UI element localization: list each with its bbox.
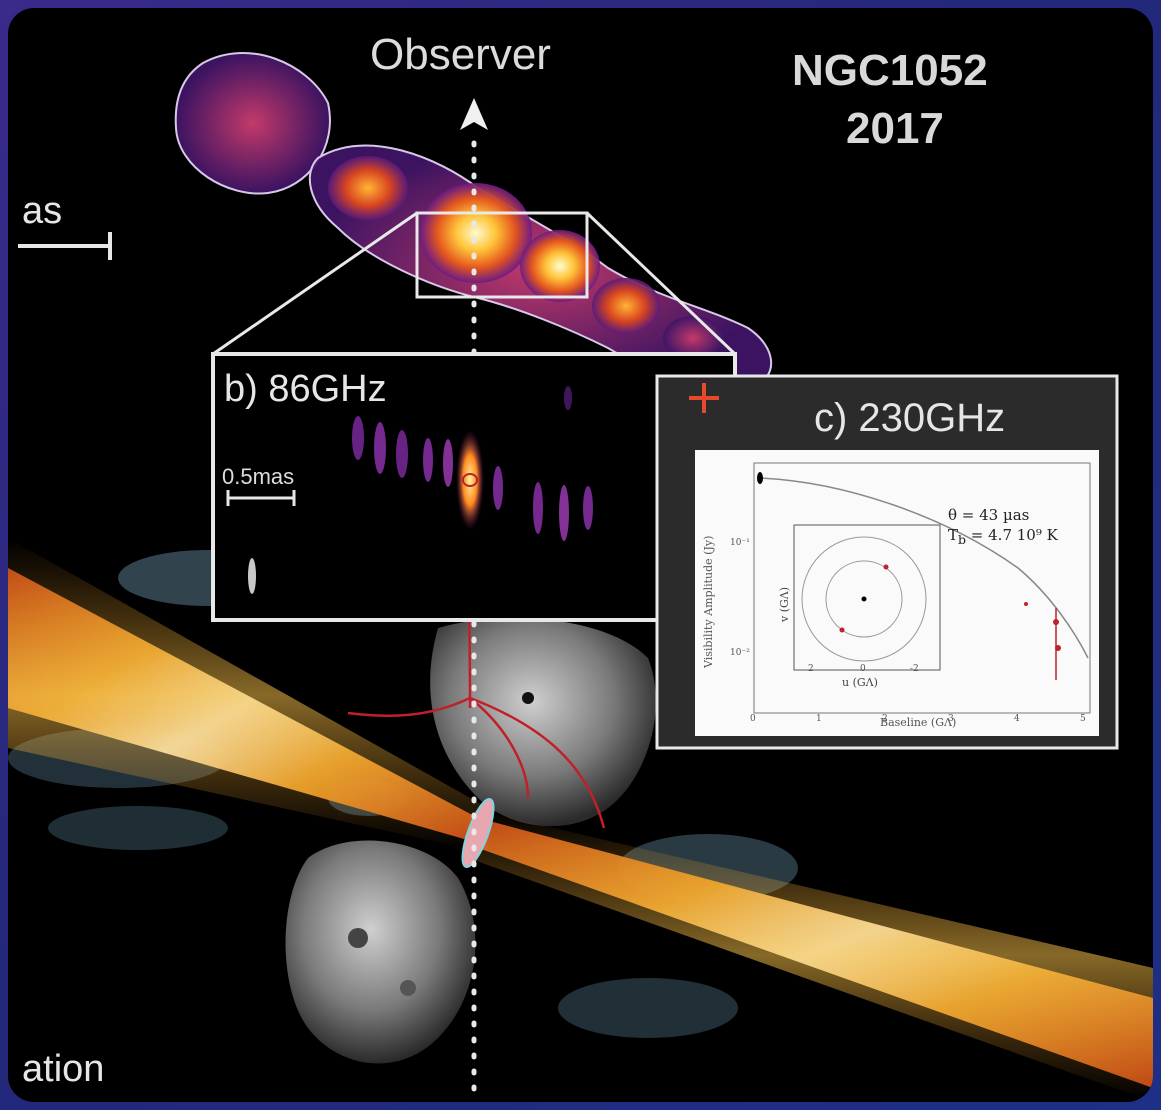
plot-y-axis-label: Visibility Amplitude (Jy) [702,535,715,668]
x-tick-label: 1 [816,714,822,724]
title-source: NGC1052 [792,46,988,95]
title-year: 2017 [846,104,944,153]
panel-c-title: c) 230GHz [814,396,1006,440]
observer-arrow-icon [460,98,488,130]
visibility-model-curve [759,477,1089,659]
panel-b-title: b) 86GHz [224,368,387,410]
y-tick-label: 10⁻² [730,648,750,658]
inset-x-tick-label: 0 [860,664,866,674]
beam-ellipse [248,558,256,594]
uv-inset [793,524,941,671]
tb-value: = 4.7 10⁹ K [966,526,1058,544]
plot-x-axis-label: Baseline (GΛ) [880,716,957,729]
plus-marker-icon [689,383,719,413]
jet-image-43ghz [174,52,773,390]
x-tick-label: 3 [948,714,954,724]
figure-canvas: Observer NGC1052 2017 as ation b) 86GHz … [8,8,1153,1102]
jet-beam [8,538,1153,1102]
panel-b-scale-label: 0.5mas [222,464,295,489]
observer-label: Observer [370,30,551,79]
bottom-left-label: ation [22,1048,105,1090]
x-tick-label: 5 [1080,714,1086,724]
inset-x-tick-label: 2 [808,664,814,674]
panel-b-86ghz [211,352,737,622]
panel-c-230ghz [655,374,1119,750]
inset-x-axis-label: u (GΛ) [842,676,878,689]
tb-subscript: b [958,532,967,547]
scale-bar-label: as [22,190,63,232]
plot-tb-annotation: Tb = 4.7 10⁹ K [948,526,1058,547]
y-tick-label: 10⁻¹ [730,538,750,548]
inset-y-axis-label: v (GΛ) [778,586,791,622]
figure-artwork [8,52,1153,1102]
plot-theta-annotation: θ = 43 µas [948,506,1030,524]
zoom-box [415,211,589,299]
x-tick-label: 4 [1014,714,1020,724]
x-tick-label: 0 [750,714,756,724]
inset-x-tick-label: -2 [910,664,919,674]
tb-symbol: T [948,526,959,544]
rocky-torus [285,618,656,1064]
x-tick-label: 2 [882,714,888,724]
